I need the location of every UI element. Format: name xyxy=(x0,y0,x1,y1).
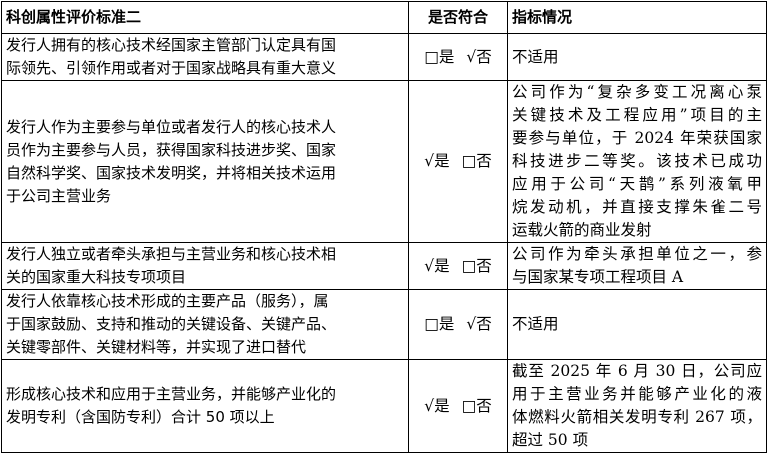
criterion-cell-line: 关键零部件、关键材料等，并实现了进口替代 xyxy=(6,338,307,356)
status-cell: 公司作为“复杂多变工况离心泵 关键技术及工程应用”项目的主 要参与单位，于 2024… xyxy=(507,80,767,243)
option-no: □否 xyxy=(461,152,492,170)
table-row: 发行人拥有的核心技术经国家主管部门认定具有国 际领先、引领作用或者对于国家战略具有… xyxy=(1,33,767,81)
compliance-cell: □是 √否 xyxy=(408,33,508,81)
criterion-cell-line: 形成核心技术和应用于主营业务，并能够产业化的 xyxy=(6,385,337,403)
compliance-cell: √是 □否 xyxy=(408,80,508,243)
criterion-cell-line: 员作为主要参与人员，获得国家科技进步奖、国家 xyxy=(6,140,337,159)
status-cell-line: 公司作为“复杂多变工况离心泵 xyxy=(512,83,762,101)
criterion-cell-line: 发行人依靠核心技术形成的主要产品（服务），属 xyxy=(6,292,329,310)
criterion-cell: 发行人作为主要参与单位或者发行人的核心技术人 员作为主要参与人员，获得国家科技进步… xyxy=(1,80,409,243)
compliance-cell: √是 □否 xyxy=(408,359,508,453)
criterion-cell-line: 发行人作为主要参与单位或者发行人的核心技术人 xyxy=(6,117,337,136)
header-compliance: 是否符合 xyxy=(408,1,508,34)
option-yes: □是 xyxy=(424,315,455,333)
status-cell-line: 应用于公司“天鹊”系列液氧甲 xyxy=(512,175,762,193)
option-yes: √是 xyxy=(424,152,450,170)
status-cell: 公司作为牵头承担单位之一，参 与国家某专项工程项目 A xyxy=(507,242,767,290)
header-status: 指标情况 xyxy=(507,1,767,34)
option-yes: □是 xyxy=(424,47,455,66)
compliance-cell: √是 □否 xyxy=(408,242,508,290)
status-cell-line: 用于主营业务并能够产业化的液 xyxy=(512,385,762,403)
status-cell: 截至 2025 年 6 月 30 日，公司应 用于主营业务并能够产业化的液 体燃料火… xyxy=(507,359,767,453)
option-yes: √是 xyxy=(424,396,450,415)
status-cell-line: 不适用 xyxy=(512,47,559,66)
status-cell-line: 科技进步二等奖。该技术已成功 xyxy=(512,152,762,170)
status-cell-line: 运载火箭的商业发射 xyxy=(512,221,652,239)
option-no: □否 xyxy=(461,256,492,275)
table-row: 发行人独立或者牵头承担与主营业务和核心技术相 关的国家重大科技专项项目 √是 □否 公司… xyxy=(1,242,767,290)
criterion-cell-line: 发明专利（含国防专利）合计 50 项以上 xyxy=(6,408,275,426)
status-cell-line: 截至 2025 年 6 月 30 日，公司应 xyxy=(512,362,762,380)
status-cell-line: 超过 50 项 xyxy=(512,431,589,449)
status-cell-line: 关键技术及工程应用”项目的主 xyxy=(512,106,762,124)
criterion-cell-line: 于国家鼓励、支持和推动的关键设备、关键产品、 xyxy=(6,315,337,333)
criterion-cell: 发行人独立或者牵头承担与主营业务和核心技术相 关的国家重大科技专项项目 xyxy=(1,242,409,290)
status-cell-line: 公司作为牵头承担单位之一，参 xyxy=(512,245,762,263)
criterion-cell: 发行人依靠核心技术形成的主要产品（服务），属 于国家鼓励、支持和推动的关键设备、关… xyxy=(1,289,409,360)
status-cell-line: 烷发动机，并直接支撑朱雀二号 xyxy=(512,198,762,216)
criterion-cell-line: 际领先、引领作用或者对于国家战略具有重大意义 xyxy=(6,59,337,77)
table-row: 发行人依靠核心技术形成的主要产品（服务），属 于国家鼓励、支持和推动的关键设备、关… xyxy=(1,289,767,360)
criterion-cell-line: 发行人独立或者牵头承担与主营业务和核心技术相 xyxy=(6,245,337,263)
header-row: 科创属性评价标准二 是否符合 指标情况 xyxy=(1,1,767,34)
criterion-cell: 形成核心技术和应用于主营业务，并能够产业化的 发明专利（含国防专利）合计 50 项… xyxy=(1,359,409,453)
header-criterion: 科创属性评价标准二 xyxy=(1,1,409,34)
option-no: √否 xyxy=(466,315,492,333)
criterion-cell-line: 自然科学奖、国家技术发明奖，并将相关技术运用 xyxy=(6,163,337,182)
table-row: 形成核心技术和应用于主营业务，并能够产业化的 发明专利（含国防专利）合计 50 项… xyxy=(1,359,767,453)
status-cell-line: 要参与单位，于 2024 年荣获国家 xyxy=(512,129,762,147)
compliance-cell: □是 √否 xyxy=(408,289,508,360)
status-cell-line: 不适用 xyxy=(512,315,559,333)
criterion-cell: 发行人拥有的核心技术经国家主管部门认定具有国 际领先、引领作用或者对于国家战略具有… xyxy=(1,33,409,81)
option-yes: √是 xyxy=(424,256,450,275)
status-cell-line: 体燃料火箭相关发明专利 267 项， xyxy=(512,408,762,426)
criterion-cell-line: 发行人拥有的核心技术经国家主管部门认定具有国 xyxy=(6,36,337,54)
option-no: □否 xyxy=(461,396,492,415)
status-cell-line: 与国家某专项工程项目 A xyxy=(512,268,684,286)
table-row: 发行人作为主要参与单位或者发行人的核心技术人 员作为主要参与人员，获得国家科技进步… xyxy=(1,80,767,243)
criterion-cell-line: 于公司主营业务 xyxy=(6,186,112,205)
criterion-cell-line: 关的国家重大科技专项项目 xyxy=(6,268,187,286)
option-no: √否 xyxy=(466,47,492,66)
status-cell: 不适用 xyxy=(507,289,767,360)
status-cell: 不适用 xyxy=(507,33,767,81)
